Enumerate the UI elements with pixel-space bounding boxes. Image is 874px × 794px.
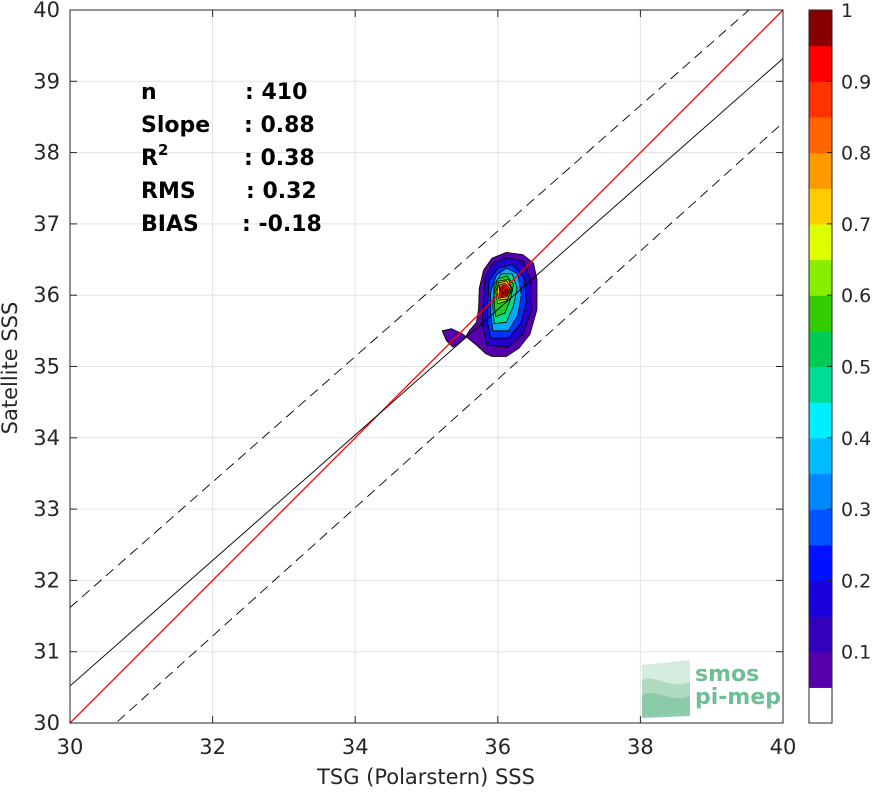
logo-text-pimep: pi-mep	[695, 685, 781, 710]
x-tick-label-4: 38	[627, 735, 654, 759]
y-tick-label-0: 30	[33, 711, 60, 735]
colorbar-bin-7	[809, 437, 832, 475]
colorbar-bin-17	[809, 81, 832, 118]
stat-value-1: : 0.88	[244, 113, 315, 138]
regression-plus-rms-line	[70, 10, 750, 608]
stat-label-0: n	[141, 80, 157, 105]
logo-text-smos: smos	[695, 662, 759, 687]
logo-wave-icon	[642, 660, 690, 718]
colorbar-tick-label-9: 1	[841, 0, 853, 22]
colorbar-bin-5	[809, 509, 832, 546]
colorbar-bin-13	[809, 223, 832, 261]
stat-value-0: : 410	[245, 80, 307, 105]
x-tick-label-0: 30	[57, 735, 84, 759]
stat-label-1: Slope	[141, 113, 210, 138]
y-tick-label-7: 37	[33, 212, 60, 236]
colorbar-bin-14	[809, 188, 832, 225]
colorbar-tick-label-8: 0.9	[841, 71, 871, 93]
colorbar-tick-label-5: 0.6	[841, 285, 871, 307]
density-contours	[441, 251, 538, 357]
colorbar-tick-label-2: 0.3	[841, 499, 871, 521]
y-tick-label-8: 38	[33, 141, 60, 165]
colorbar-bin-1	[809, 651, 832, 688]
colorbar-bin-8	[809, 402, 832, 439]
x-tick-label-3: 36	[484, 735, 511, 759]
stat-label-3: RMS	[141, 179, 196, 204]
grid-lines	[69, 9, 784, 724]
x-tick-label-1: 32	[199, 735, 226, 759]
stat-value-4: : -0.18	[242, 212, 322, 237]
colorbar-bin-4	[809, 544, 832, 581]
y-tick-label-3: 33	[33, 497, 60, 521]
stat-superscript-2: 2	[158, 141, 168, 159]
colorbar-bin-9	[809, 366, 832, 403]
colorbar: 0.1 0.2 0.3 0.4 0.5 0.6 0.7 0.8 0.9 1	[808, 0, 871, 724]
colorbar-tick-label-0: 0.1	[841, 642, 871, 664]
y-tick-label-4: 34	[33, 426, 60, 450]
stat-value-2: : 0.38	[244, 146, 315, 171]
colorbar-bin-10	[809, 330, 832, 368]
colorbar-bin-19	[809, 10, 832, 47]
axis-ticks: 30 32 34 36 38 40 30 31 32 33 34 35 36 37 38 39 40	[33, 0, 796, 759]
y-axis-label: Satellite SSS	[0, 302, 22, 435]
y-tick-label-6: 36	[33, 283, 60, 307]
colorbar-bin-18	[809, 45, 832, 82]
y-tick-label-1: 31	[33, 640, 60, 664]
colorbar-bin-15	[809, 152, 832, 189]
colorbar-bin-16	[809, 116, 832, 154]
colorbar-tick-label-1: 0.2	[841, 570, 871, 592]
stat-label-4: BIAS	[141, 212, 199, 237]
x-tick-label-5: 40	[770, 735, 797, 759]
x-tick-label-2: 34	[342, 735, 369, 759]
colorbar-bin-2	[809, 616, 832, 653]
colorbar-bin-12	[809, 259, 832, 296]
smos-pimep-logo: smos pi-mep	[642, 660, 781, 718]
regression-line	[70, 58, 783, 687]
colorbar-tick-label-7: 0.8	[841, 143, 871, 165]
y-tick-label-5: 35	[33, 355, 60, 379]
identity-line	[70, 10, 783, 723]
x-axis-label: TSG (Polarstern) SSS	[316, 765, 535, 789]
colorbar-bin-6	[809, 473, 832, 510]
colorbar-bin-11	[809, 295, 832, 332]
fit-lines	[70, 10, 783, 723]
colorbar-bin-3	[809, 580, 832, 617]
y-tick-label-2: 32	[33, 568, 60, 592]
colorbar-tick-label-3: 0.4	[841, 428, 871, 450]
colorbar-tick-label-6: 0.7	[841, 214, 871, 236]
y-tick-label-10: 40	[33, 0, 60, 22]
y-tick-label-9: 39	[33, 69, 60, 93]
colorbar-tick-label-4: 0.5	[841, 357, 871, 379]
stat-value-3: : 0.32	[246, 179, 317, 204]
colorbar-bin-0	[809, 687, 832, 724]
